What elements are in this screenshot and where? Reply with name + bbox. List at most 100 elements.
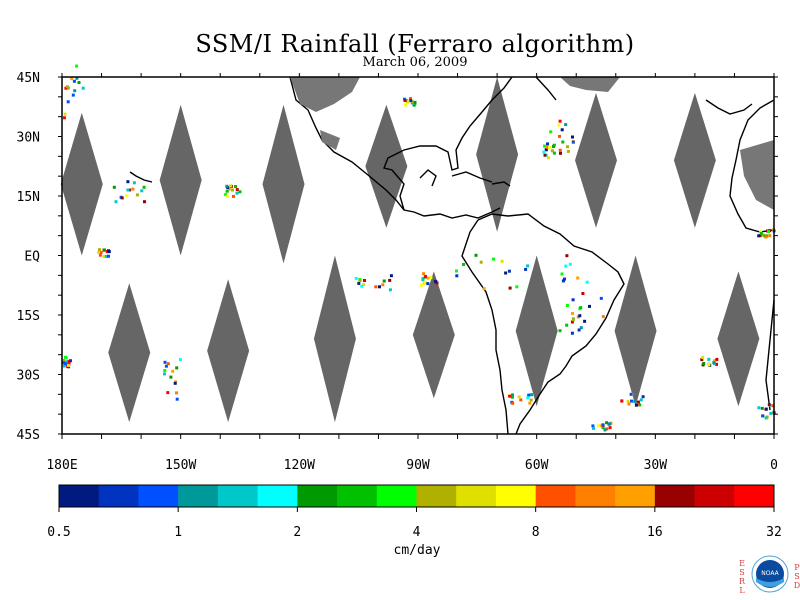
latitude-label: 45N xyxy=(17,71,40,86)
land-greenland xyxy=(560,77,620,92)
coastline-hawaii xyxy=(129,171,153,183)
latitude-label: 15N xyxy=(17,190,40,205)
coastline-europe-africa xyxy=(729,99,775,233)
coastline-gulf-east-us xyxy=(383,76,513,211)
logo-letter: P xyxy=(794,563,800,572)
rain-cluster-9 xyxy=(558,304,583,335)
rain-cluster-2 xyxy=(97,248,111,258)
rain-cluster-7 xyxy=(455,253,530,291)
map-date: March 06, 2009 xyxy=(362,55,468,70)
colorbar-swatch xyxy=(654,485,695,507)
colorbar-tick-label: 32 xyxy=(766,525,782,540)
map-title: SSM/I Rainfall (Ferraro algorithm) xyxy=(195,30,635,58)
latitude-label: 45S xyxy=(17,428,40,443)
colorbar-tick-label: 4 xyxy=(413,525,421,540)
map-background xyxy=(62,77,774,434)
swath-gap-1 xyxy=(159,104,202,256)
colorbar-swatch xyxy=(694,485,735,507)
swath-gap-7 xyxy=(108,283,151,423)
swath-gap-6 xyxy=(673,92,716,228)
colorbar xyxy=(58,484,775,512)
swath-gap-10 xyxy=(412,271,455,399)
rain-clusters xyxy=(62,64,776,432)
rain-cluster-3 xyxy=(224,184,242,198)
swath-gap-4 xyxy=(476,77,519,232)
coastline-south-america-west xyxy=(461,219,509,435)
rain-cluster-18 xyxy=(62,355,72,369)
longitude-label: 30W xyxy=(644,458,668,473)
coastline-hispaniola xyxy=(491,181,511,187)
colorbar-swatch xyxy=(59,485,100,507)
noaa-emblem-text: NOAA xyxy=(761,570,779,577)
rain-cluster-0 xyxy=(63,64,85,120)
land-patches xyxy=(290,77,774,210)
logo-letter: S xyxy=(739,568,744,577)
colorbar-swatch xyxy=(297,485,338,507)
swath-gaps xyxy=(60,77,760,423)
coastline-cuba xyxy=(451,171,493,183)
colorbar-swatch xyxy=(456,485,497,507)
logo-letter: L xyxy=(739,586,745,595)
swath-gap-9 xyxy=(313,255,356,423)
colorbar-swatch xyxy=(535,485,576,507)
longitude-label: 120W xyxy=(284,458,315,473)
coastlines xyxy=(129,76,775,435)
colorbar-swatch xyxy=(98,485,139,507)
swath-gap-5 xyxy=(575,92,617,228)
colorbar-swatch xyxy=(337,485,378,507)
longitude-label: 0 xyxy=(770,458,778,473)
rain-cluster-19 xyxy=(700,356,719,367)
coastline-labrador xyxy=(535,76,557,101)
rain-cluster-4 xyxy=(549,119,575,155)
colorbar-tick-label: 8 xyxy=(532,525,540,540)
swath-gap-11 xyxy=(515,255,558,407)
colorbar-unit: cm/day xyxy=(394,543,441,558)
rain-cluster-12 xyxy=(163,358,182,401)
swath-gap-12 xyxy=(614,255,657,407)
logo-letter: E xyxy=(739,559,745,568)
colorbar-swatch xyxy=(575,485,616,507)
colorbar-swatch xyxy=(615,485,656,507)
latitude-label: 30N xyxy=(17,131,40,146)
colorbar-swatch xyxy=(376,485,417,507)
land-europe xyxy=(740,140,774,210)
colorbar-tick-label: 1 xyxy=(174,525,182,540)
rain-cluster-6 xyxy=(403,97,417,107)
rain-cluster-1 xyxy=(112,180,146,204)
rain-cluster-15 xyxy=(591,421,613,432)
colorbar-tick-label: 0.5 xyxy=(47,525,70,540)
rain-cluster-10 xyxy=(420,272,439,287)
latitude-label: EQ xyxy=(24,250,40,265)
swath-gap-2 xyxy=(262,104,305,264)
colorbar-tick-label: 16 xyxy=(647,525,663,540)
swath-gap-8 xyxy=(207,279,250,423)
coastline-southern-africa xyxy=(765,299,775,411)
rain-cluster-13 xyxy=(620,392,645,407)
land-canada xyxy=(290,77,360,112)
longitude-label: 180E xyxy=(46,458,77,473)
swath-gap-0 xyxy=(60,112,103,256)
longitude-label: 60W xyxy=(525,458,549,473)
colorbar-swatch xyxy=(416,485,457,507)
colorbar-swatch xyxy=(138,485,179,507)
map-area xyxy=(60,64,776,435)
rain-cluster-5 xyxy=(542,142,556,160)
longitude-labels: 180E 150W 120W 90W 60W 30W 0 xyxy=(46,458,778,473)
latitude-labels: 45N 30N 15N EQ 15S 30S 45S xyxy=(17,71,41,443)
colorbar-swatch xyxy=(178,485,219,507)
colorbar-swatch xyxy=(257,485,298,507)
coastline-south-america xyxy=(477,213,625,435)
latitude-label: 30S xyxy=(17,369,40,384)
land-mexico xyxy=(320,130,340,150)
noaa-emblem-wave xyxy=(756,578,784,587)
rain-cluster-11 xyxy=(354,274,393,292)
coastline-iberia xyxy=(705,99,753,115)
coastline-north-america xyxy=(289,76,501,219)
latitude-label: 15S xyxy=(17,309,40,324)
colorbar-swatch xyxy=(217,485,259,507)
coastline-yucatan xyxy=(419,169,437,187)
colorbar-tick-labels: 0.5 1 2 4 8 16 32 xyxy=(47,525,782,540)
colorbar-swatch xyxy=(734,485,775,507)
